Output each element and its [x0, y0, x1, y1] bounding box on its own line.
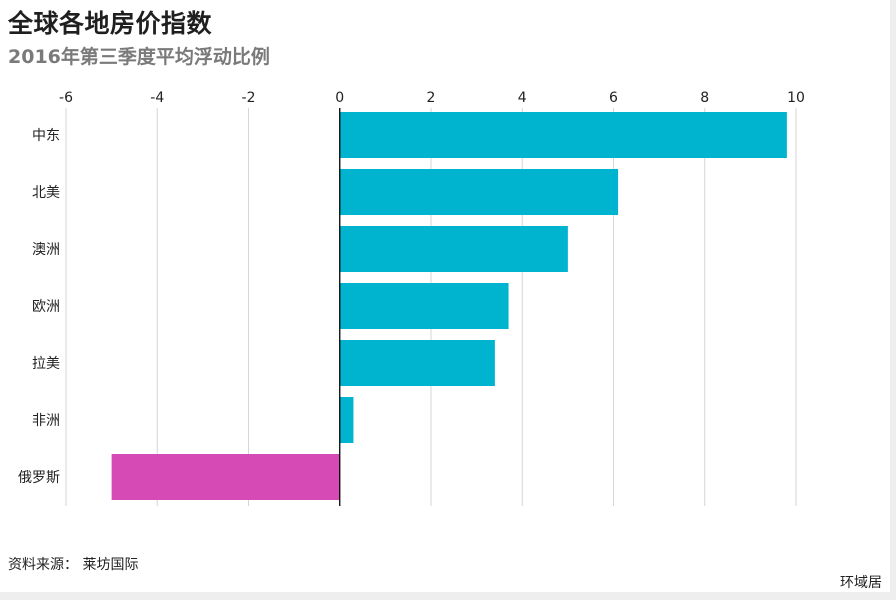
- brand-label: 环域居: [840, 575, 882, 591]
- x-tick-label: 6: [609, 90, 618, 106]
- x-tick-label: -2: [242, 90, 256, 106]
- source-note: 资料来源： 莱坊国际: [8, 557, 139, 573]
- category-label: 北美: [32, 185, 60, 201]
- category-label: 俄罗斯: [18, 470, 60, 486]
- bar: [339, 226, 568, 272]
- category-label: 非洲: [32, 413, 60, 429]
- chart-title: 全球各地房价指数: [8, 9, 213, 38]
- bar: [339, 112, 787, 158]
- category-label: 欧洲: [32, 299, 60, 315]
- category-label: 拉美: [32, 356, 60, 372]
- category-label: 澳洲: [32, 242, 60, 258]
- x-tick-label: 10: [787, 90, 805, 106]
- x-tick-label: -6: [59, 90, 73, 106]
- bar: [339, 340, 495, 386]
- bar: [339, 397, 354, 443]
- x-tick-label: 4: [518, 90, 527, 106]
- category-label: 中东: [32, 128, 60, 144]
- chart-subtitle: 2016年第三季度平均浮动比例: [8, 46, 270, 68]
- x-tick-label: 8: [700, 90, 709, 106]
- x-tick-label: 0: [335, 90, 344, 106]
- x-tick-label: -4: [150, 90, 164, 106]
- x-tick-label: 2: [427, 90, 436, 106]
- bar: [339, 169, 619, 215]
- bar: [339, 283, 509, 329]
- bar: [111, 454, 340, 500]
